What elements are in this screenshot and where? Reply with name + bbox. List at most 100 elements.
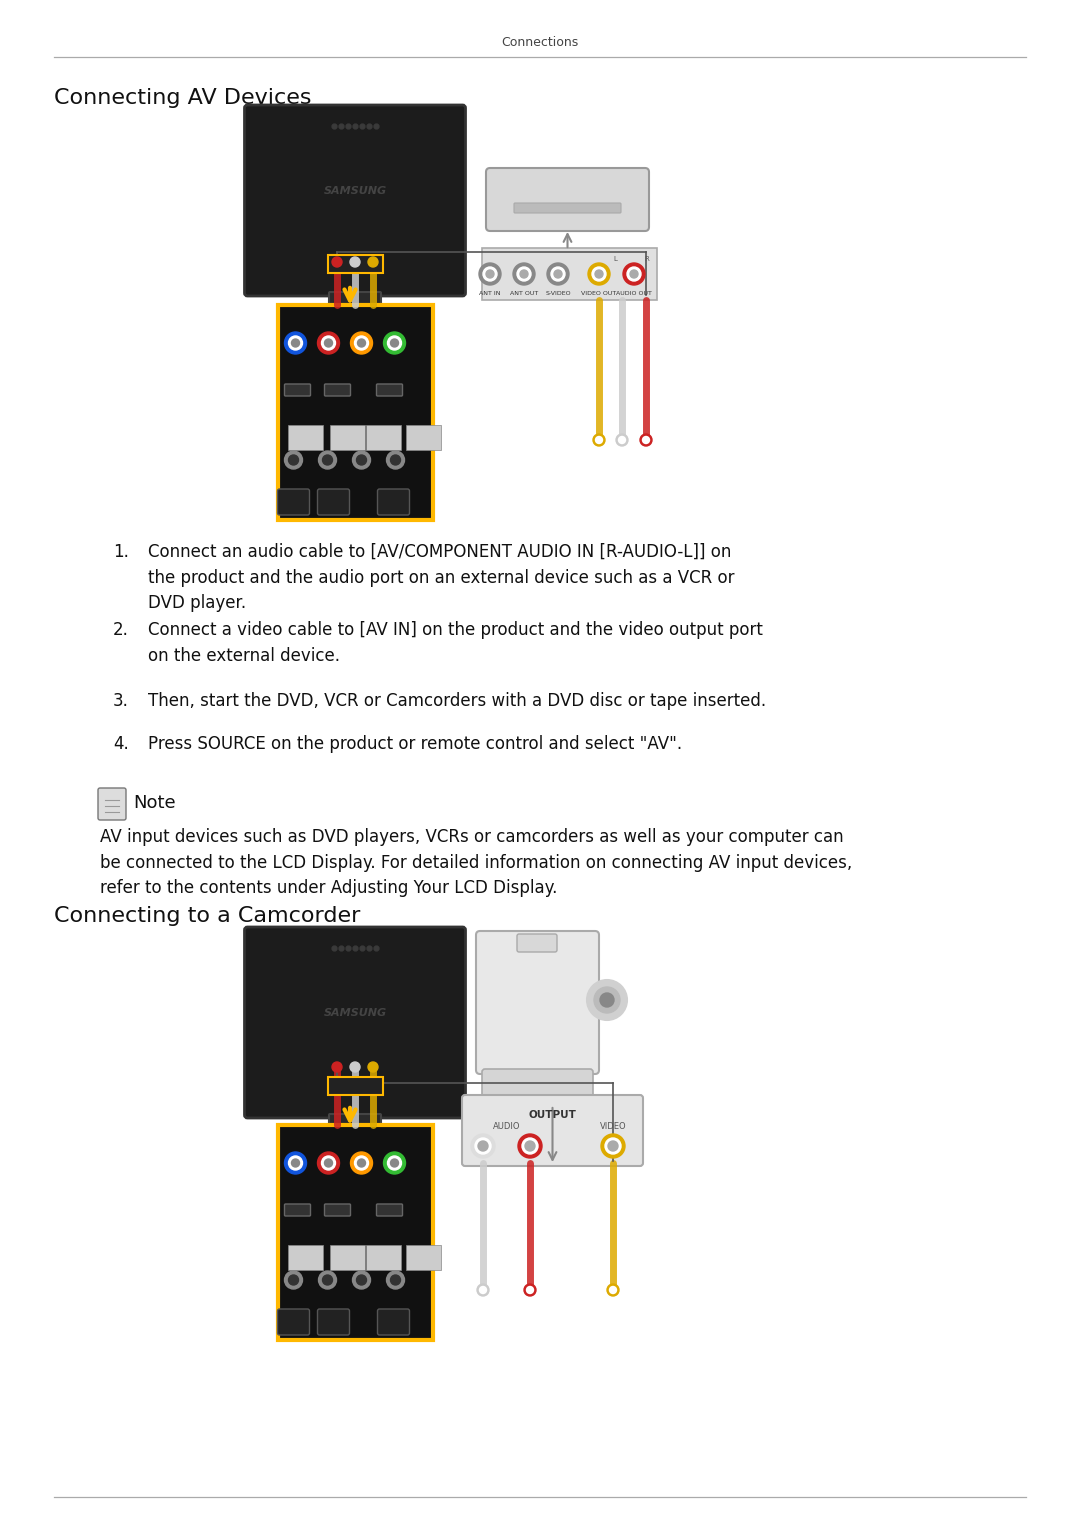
Circle shape	[513, 263, 535, 286]
Circle shape	[284, 450, 302, 469]
Circle shape	[292, 1159, 299, 1167]
Text: OUTPUT: OUTPUT	[528, 1110, 577, 1119]
Circle shape	[619, 437, 625, 443]
Circle shape	[352, 450, 370, 469]
FancyBboxPatch shape	[244, 105, 465, 296]
Circle shape	[288, 455, 298, 466]
Circle shape	[357, 1159, 365, 1167]
Circle shape	[519, 270, 528, 278]
Circle shape	[517, 267, 531, 281]
Circle shape	[350, 1061, 360, 1072]
Circle shape	[354, 336, 368, 350]
Circle shape	[284, 331, 307, 354]
Circle shape	[391, 339, 399, 347]
FancyBboxPatch shape	[98, 788, 126, 820]
FancyBboxPatch shape	[377, 1203, 403, 1215]
FancyBboxPatch shape	[378, 489, 409, 515]
FancyBboxPatch shape	[278, 305, 432, 521]
Text: Connecting AV Devices: Connecting AV Devices	[54, 89, 311, 108]
FancyBboxPatch shape	[284, 1203, 311, 1215]
Circle shape	[332, 257, 342, 267]
FancyBboxPatch shape	[324, 1203, 351, 1215]
Circle shape	[546, 263, 569, 286]
FancyBboxPatch shape	[318, 1309, 350, 1335]
Circle shape	[605, 1138, 621, 1154]
Circle shape	[643, 437, 649, 443]
Circle shape	[522, 1138, 538, 1154]
FancyBboxPatch shape	[377, 383, 403, 395]
FancyBboxPatch shape	[482, 247, 657, 299]
Circle shape	[480, 1287, 486, 1293]
Text: R: R	[527, 1135, 534, 1144]
Circle shape	[554, 270, 562, 278]
Circle shape	[288, 336, 302, 350]
Text: Press SOURCE on the product or remote control and select "AV".: Press SOURCE on the product or remote co…	[148, 734, 683, 753]
FancyBboxPatch shape	[365, 1245, 401, 1270]
Circle shape	[388, 336, 402, 350]
Circle shape	[324, 1159, 333, 1167]
Text: S-VIDEO: S-VIDEO	[545, 292, 571, 296]
Circle shape	[588, 980, 627, 1020]
Circle shape	[391, 1275, 401, 1286]
Text: Connect a video cable to [AV IN] on the product and the video output port
on the: Connect a video cable to [AV IN] on the …	[148, 621, 762, 664]
Circle shape	[524, 1284, 536, 1296]
Circle shape	[477, 1284, 489, 1296]
Circle shape	[608, 1141, 618, 1151]
Text: R: R	[645, 257, 649, 263]
Circle shape	[352, 1270, 370, 1289]
Circle shape	[319, 1270, 337, 1289]
Circle shape	[483, 267, 497, 281]
Circle shape	[387, 1270, 405, 1289]
FancyBboxPatch shape	[284, 383, 311, 395]
FancyBboxPatch shape	[405, 425, 441, 450]
Text: Then, start the DVD, VCR or Camcorders with a DVD disc or tape inserted.: Then, start the DVD, VCR or Camcorders w…	[148, 692, 766, 710]
FancyBboxPatch shape	[476, 931, 599, 1073]
FancyBboxPatch shape	[278, 1125, 432, 1341]
FancyBboxPatch shape	[318, 489, 350, 515]
Circle shape	[351, 331, 373, 354]
FancyBboxPatch shape	[329, 292, 381, 305]
Text: SAMSUNG: SAMSUNG	[323, 1008, 387, 1019]
FancyBboxPatch shape	[486, 168, 649, 231]
Circle shape	[388, 1156, 402, 1170]
FancyBboxPatch shape	[278, 489, 310, 515]
Text: VIDEO OUT: VIDEO OUT	[581, 292, 617, 296]
FancyBboxPatch shape	[278, 1309, 310, 1335]
Circle shape	[323, 455, 333, 466]
Circle shape	[471, 1135, 495, 1157]
Text: 4.: 4.	[113, 734, 129, 753]
Circle shape	[318, 1151, 339, 1174]
Circle shape	[322, 336, 336, 350]
FancyBboxPatch shape	[327, 255, 382, 273]
Circle shape	[600, 993, 615, 1006]
Circle shape	[630, 270, 638, 278]
Text: Note: Note	[133, 794, 176, 812]
Text: L: L	[481, 1135, 486, 1144]
Circle shape	[356, 455, 366, 466]
Circle shape	[616, 434, 627, 446]
Text: VIDEO: VIDEO	[599, 1122, 626, 1132]
FancyBboxPatch shape	[244, 927, 465, 1118]
Circle shape	[292, 339, 299, 347]
Circle shape	[354, 1156, 368, 1170]
Circle shape	[527, 1287, 534, 1293]
FancyBboxPatch shape	[378, 1309, 409, 1335]
Text: ANT OUT: ANT OUT	[510, 292, 538, 296]
FancyBboxPatch shape	[327, 1077, 382, 1095]
Circle shape	[319, 450, 337, 469]
Circle shape	[478, 1141, 488, 1151]
Circle shape	[595, 437, 603, 443]
Text: L: L	[613, 257, 617, 263]
FancyBboxPatch shape	[365, 425, 401, 450]
FancyBboxPatch shape	[329, 1115, 381, 1128]
Circle shape	[284, 1270, 302, 1289]
Circle shape	[318, 331, 339, 354]
Text: AUDIO: AUDIO	[494, 1122, 521, 1132]
Circle shape	[475, 1138, 491, 1154]
Circle shape	[391, 455, 401, 466]
Circle shape	[551, 267, 565, 281]
FancyBboxPatch shape	[517, 935, 557, 951]
Circle shape	[368, 1061, 378, 1072]
Circle shape	[592, 267, 606, 281]
Circle shape	[609, 1287, 617, 1293]
